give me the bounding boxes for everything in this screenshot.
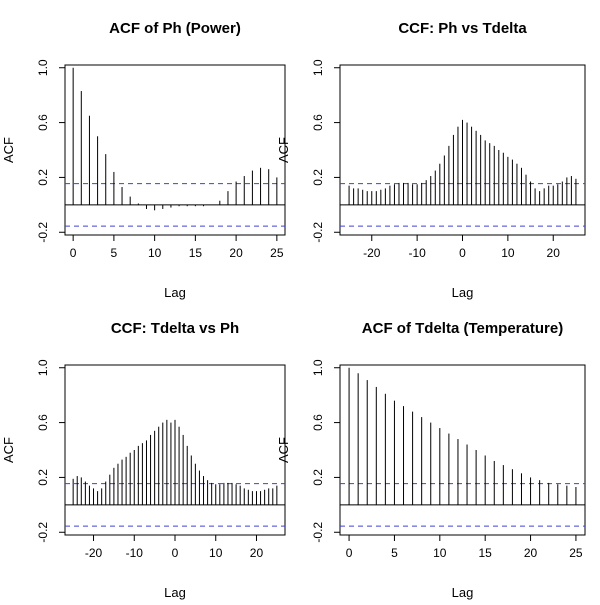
chart-panel-2: CCF: Ph vs Tdelta -20 -10 0 10 20 -0.2 0.2 0.6 1.…: [276, 20, 586, 300]
y-tick-label: -0.2: [311, 522, 325, 543]
y-tick-label: 1.0: [311, 359, 325, 376]
x-tick-label: 0: [459, 246, 466, 260]
y-axis-label: ACF: [1, 437, 16, 463]
y-axis-label: ACF: [1, 137, 16, 163]
x-tick-label: 20: [547, 246, 561, 260]
x-tick-label: 20: [524, 546, 538, 560]
x-tick-label: 25: [270, 246, 284, 260]
x-tick-label: 0: [346, 546, 353, 560]
x-tick-label: -20: [363, 246, 381, 260]
x-tick-label: 10: [148, 246, 162, 260]
chart-panel-1: ACF of Ph (Power) 0 5 10 15 20 25 -0.2 0.2 0.6 1.0…: [1, 20, 286, 300]
y-tick-label: -0.2: [36, 222, 50, 243]
y-axis-label: ACF: [276, 437, 291, 463]
x-tick-label: 10: [433, 546, 447, 560]
chart-title: CCF: Ph vs Tdelta: [398, 20, 527, 37]
x-tick-label: 15: [479, 546, 493, 560]
y-tick-label: 0.2: [311, 469, 325, 486]
chart-title: CCF: Tdelta vs Ph: [111, 320, 239, 337]
x-tick-label: -10: [126, 546, 144, 560]
x-tick-label: 20: [229, 246, 243, 260]
y-tick-label: 0.6: [36, 114, 50, 131]
y-tick-label: 0.2: [36, 469, 50, 486]
y-tick-label: 0.2: [36, 169, 50, 186]
y-tick-label: 1.0: [311, 59, 325, 76]
y-tick-label: 0.6: [311, 414, 325, 431]
x-tick-label: 10: [209, 546, 223, 560]
chart-title: ACF of Tdelta (Temperature): [362, 320, 563, 337]
y-tick-label: 0.2: [311, 169, 325, 186]
chart-panel-4: ACF of Tdelta (Temperature) 0 5 10 15 20 25 -0.…: [276, 320, 586, 600]
x-axis-label: Lag: [164, 285, 186, 300]
x-tick-label: 5: [391, 546, 398, 560]
plot-frame: [64, 64, 286, 236]
x-tick-label: 10: [501, 246, 515, 260]
x-axis-label: Lag: [452, 285, 474, 300]
x-axis-label: Lag: [452, 585, 474, 600]
y-tick-label: -0.2: [311, 222, 325, 243]
x-tick-label: -20: [85, 546, 103, 560]
y-tick-label: -0.2: [36, 522, 50, 543]
x-tick-label: -10: [408, 246, 426, 260]
x-axis-label: Lag: [164, 585, 186, 600]
x-tick-label: 0: [172, 546, 179, 560]
y-axis-label: ACF: [276, 137, 291, 163]
y-tick-label: 1.0: [36, 359, 50, 376]
y-tick-label: 0.6: [36, 414, 50, 431]
chart-panel-3: CCF: Tdelta vs Ph -20 -10 0 10 20 -0.2 0.2 0.6 1.…: [1, 320, 286, 600]
x-tick-label: 5: [111, 246, 118, 260]
y-tick-label: 1.0: [36, 59, 50, 76]
x-tick-label: 20: [250, 546, 264, 560]
x-tick-label: 0: [70, 246, 77, 260]
chart-title: ACF of Ph (Power): [109, 20, 241, 37]
x-tick-label: 15: [189, 246, 203, 260]
x-tick-label: 25: [569, 546, 583, 560]
plot-frame: [339, 364, 586, 536]
y-tick-label: 0.6: [311, 114, 325, 131]
